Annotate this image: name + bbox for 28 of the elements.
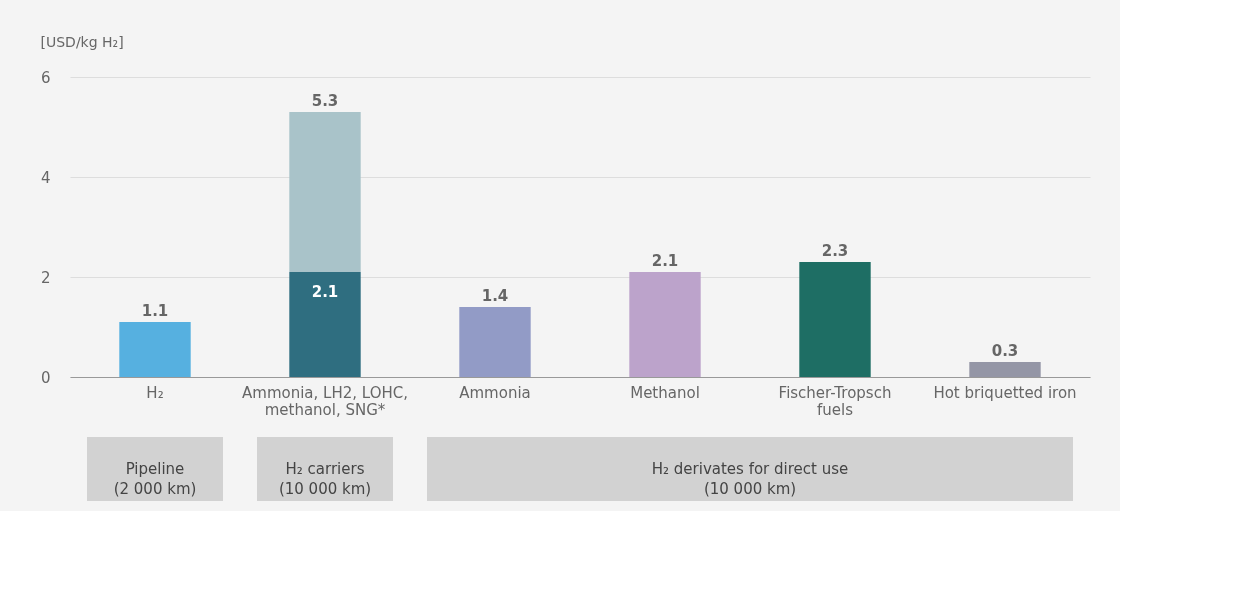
total-label: 2.1 [651,252,679,270]
y-axis-title: [USD/kg H₂] [40,33,124,50]
total-label: 5.3 [311,92,339,110]
total-label: 0.3 [991,342,1019,360]
x-tick-label: Ammonia [459,383,531,402]
bar [459,307,531,377]
y-tick-label: 0 [40,368,51,387]
x-tick-label: H₂ [146,383,164,402]
bar [289,272,361,377]
data-label: 2.1 [311,283,339,301]
y-tick-label: 2 [40,268,51,287]
bar [119,322,191,377]
text: H₂ carriers (10 000 km) [278,460,372,498]
bar [969,362,1041,377]
x-tick-label: Ammonia, LH2, LOHC, methanol, SNG* [242,383,408,419]
bar [799,262,871,377]
x-tick-label: Fischer-Tropsch fuels [778,383,892,419]
total-label: 2.3 [821,242,849,260]
bar [629,272,701,377]
total-label: 1.4 [481,287,509,305]
text: H₂ derivates for direct use (10 000 km) [651,460,849,498]
y-tick-label: 4 [40,168,51,187]
text: Pipeline (2 000 km) [113,460,197,498]
bar [289,112,361,272]
y-tick-label: 6 [40,68,51,87]
x-tick-label: Hot briquetted iron [933,383,1077,402]
x-tick-label: Methanol [630,383,700,402]
total-label: 1.1 [141,302,169,320]
